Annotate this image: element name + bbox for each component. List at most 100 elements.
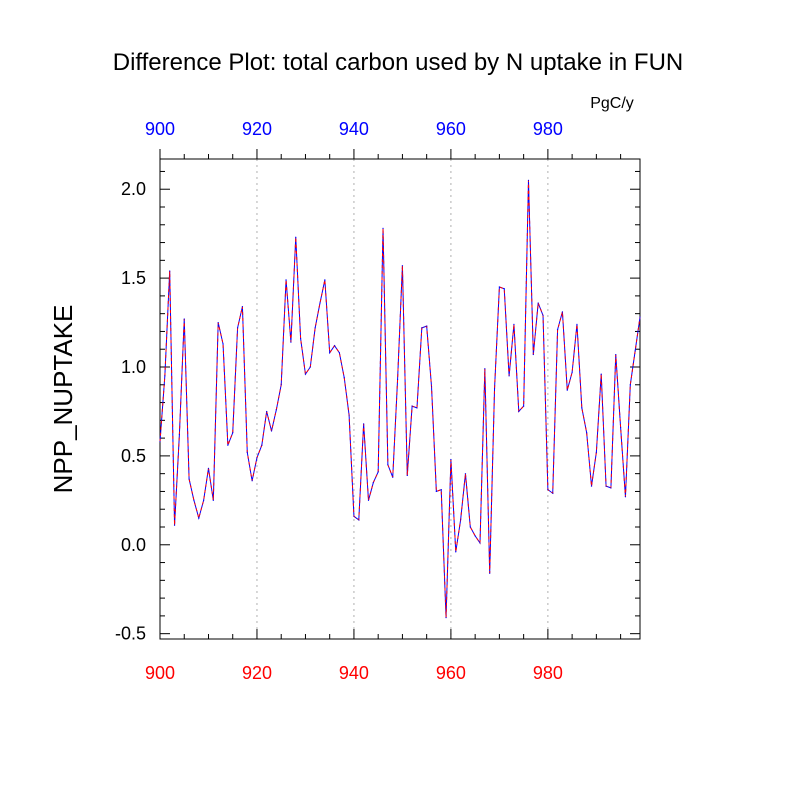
data-point [377,471,379,473]
data-point [324,279,326,281]
data-point [396,378,399,381]
data-point [634,350,636,352]
data-point [586,432,588,434]
data-point [508,375,510,377]
data-point [426,325,428,327]
data-lines [159,179,641,619]
data-point [372,481,374,484]
data-point [547,489,549,491]
data-point [561,311,564,313]
data-point [382,227,384,229]
y-axis-label: NPP_NUPTAKE [48,305,78,494]
data-point [309,366,311,368]
x-tick-label: 920 [242,663,272,683]
data-point [489,572,491,574]
data-point [620,426,622,429]
data-point [169,270,171,272]
data-point [203,499,205,501]
data-point [401,265,404,267]
data-point [222,343,224,345]
data-point [542,314,544,317]
data-point [300,337,302,340]
data-point [629,384,631,386]
data-point [498,286,500,288]
data-point [207,467,210,469]
data-point [474,535,476,537]
data-point [212,499,214,501]
x-top-tick-label: 940 [339,119,369,139]
data-point [430,385,433,388]
x-tick-label: 960 [436,663,466,683]
x-tick-label: 900 [145,663,175,683]
data-point [445,617,447,619]
x-tick-label: 940 [339,663,369,683]
data-point [595,451,597,453]
data-point [236,327,239,329]
data-point [159,441,161,443]
data-point [198,517,200,519]
data-point [232,432,234,434]
data-point [261,444,263,446]
data-point [338,352,340,354]
data-point [610,487,612,489]
data-point [188,478,190,480]
data-point [363,423,365,425]
data-point [450,458,452,461]
units-label: PgC/y [590,95,634,112]
data-point [333,345,336,347]
data-point [411,405,413,407]
data-point [246,451,248,453]
data-point [552,492,554,494]
data-point [605,485,607,487]
data-point [469,526,471,528]
data-point [421,327,423,329]
data-point [615,353,617,356]
data-point [406,474,408,477]
data-point [251,480,253,482]
data-point [164,375,166,377]
chart-title: Difference Plot: total carbon used by N … [113,49,684,76]
x-tick-label: 980 [533,663,563,683]
y-tick-label: 0.0 [121,535,146,555]
series-line [159,180,641,618]
data-point [275,409,277,411]
y-tick-label: 1.0 [121,357,146,377]
data-point [290,341,292,343]
data-point [183,318,185,320]
data-point [367,499,370,501]
x-top-tick-label: 980 [533,119,563,139]
data-point [523,405,525,407]
data-point [266,410,268,413]
data-point [304,373,307,375]
data-point [241,305,244,308]
data-point [387,464,389,466]
data-point [600,373,602,375]
plot-frame [159,158,641,640]
data-point [435,490,437,493]
plot-area [159,158,641,640]
data-point [392,476,394,478]
data-point [343,377,345,379]
data-point [348,414,350,416]
x-top-tick-label: 900 [145,119,175,139]
data-point [566,389,568,391]
data-point [193,499,195,501]
data-point [416,407,418,409]
data-point [532,353,534,356]
y-tick-label: 1.5 [121,268,146,288]
y-tick-label: 0.5 [121,446,146,466]
data-point [440,489,442,491]
data-point [280,384,282,386]
data-point [590,485,593,487]
bottom-tick-labels: 900 920 940 960 980 [145,663,563,683]
y-tick-label: 2.0 [121,179,146,199]
series-line-dashed [159,180,641,618]
data-point [484,368,486,370]
data-point [460,519,462,521]
data-point [639,316,641,318]
data-point [493,387,496,389]
data-point [285,279,287,281]
grid-lines [256,159,549,639]
data-point [173,524,176,526]
